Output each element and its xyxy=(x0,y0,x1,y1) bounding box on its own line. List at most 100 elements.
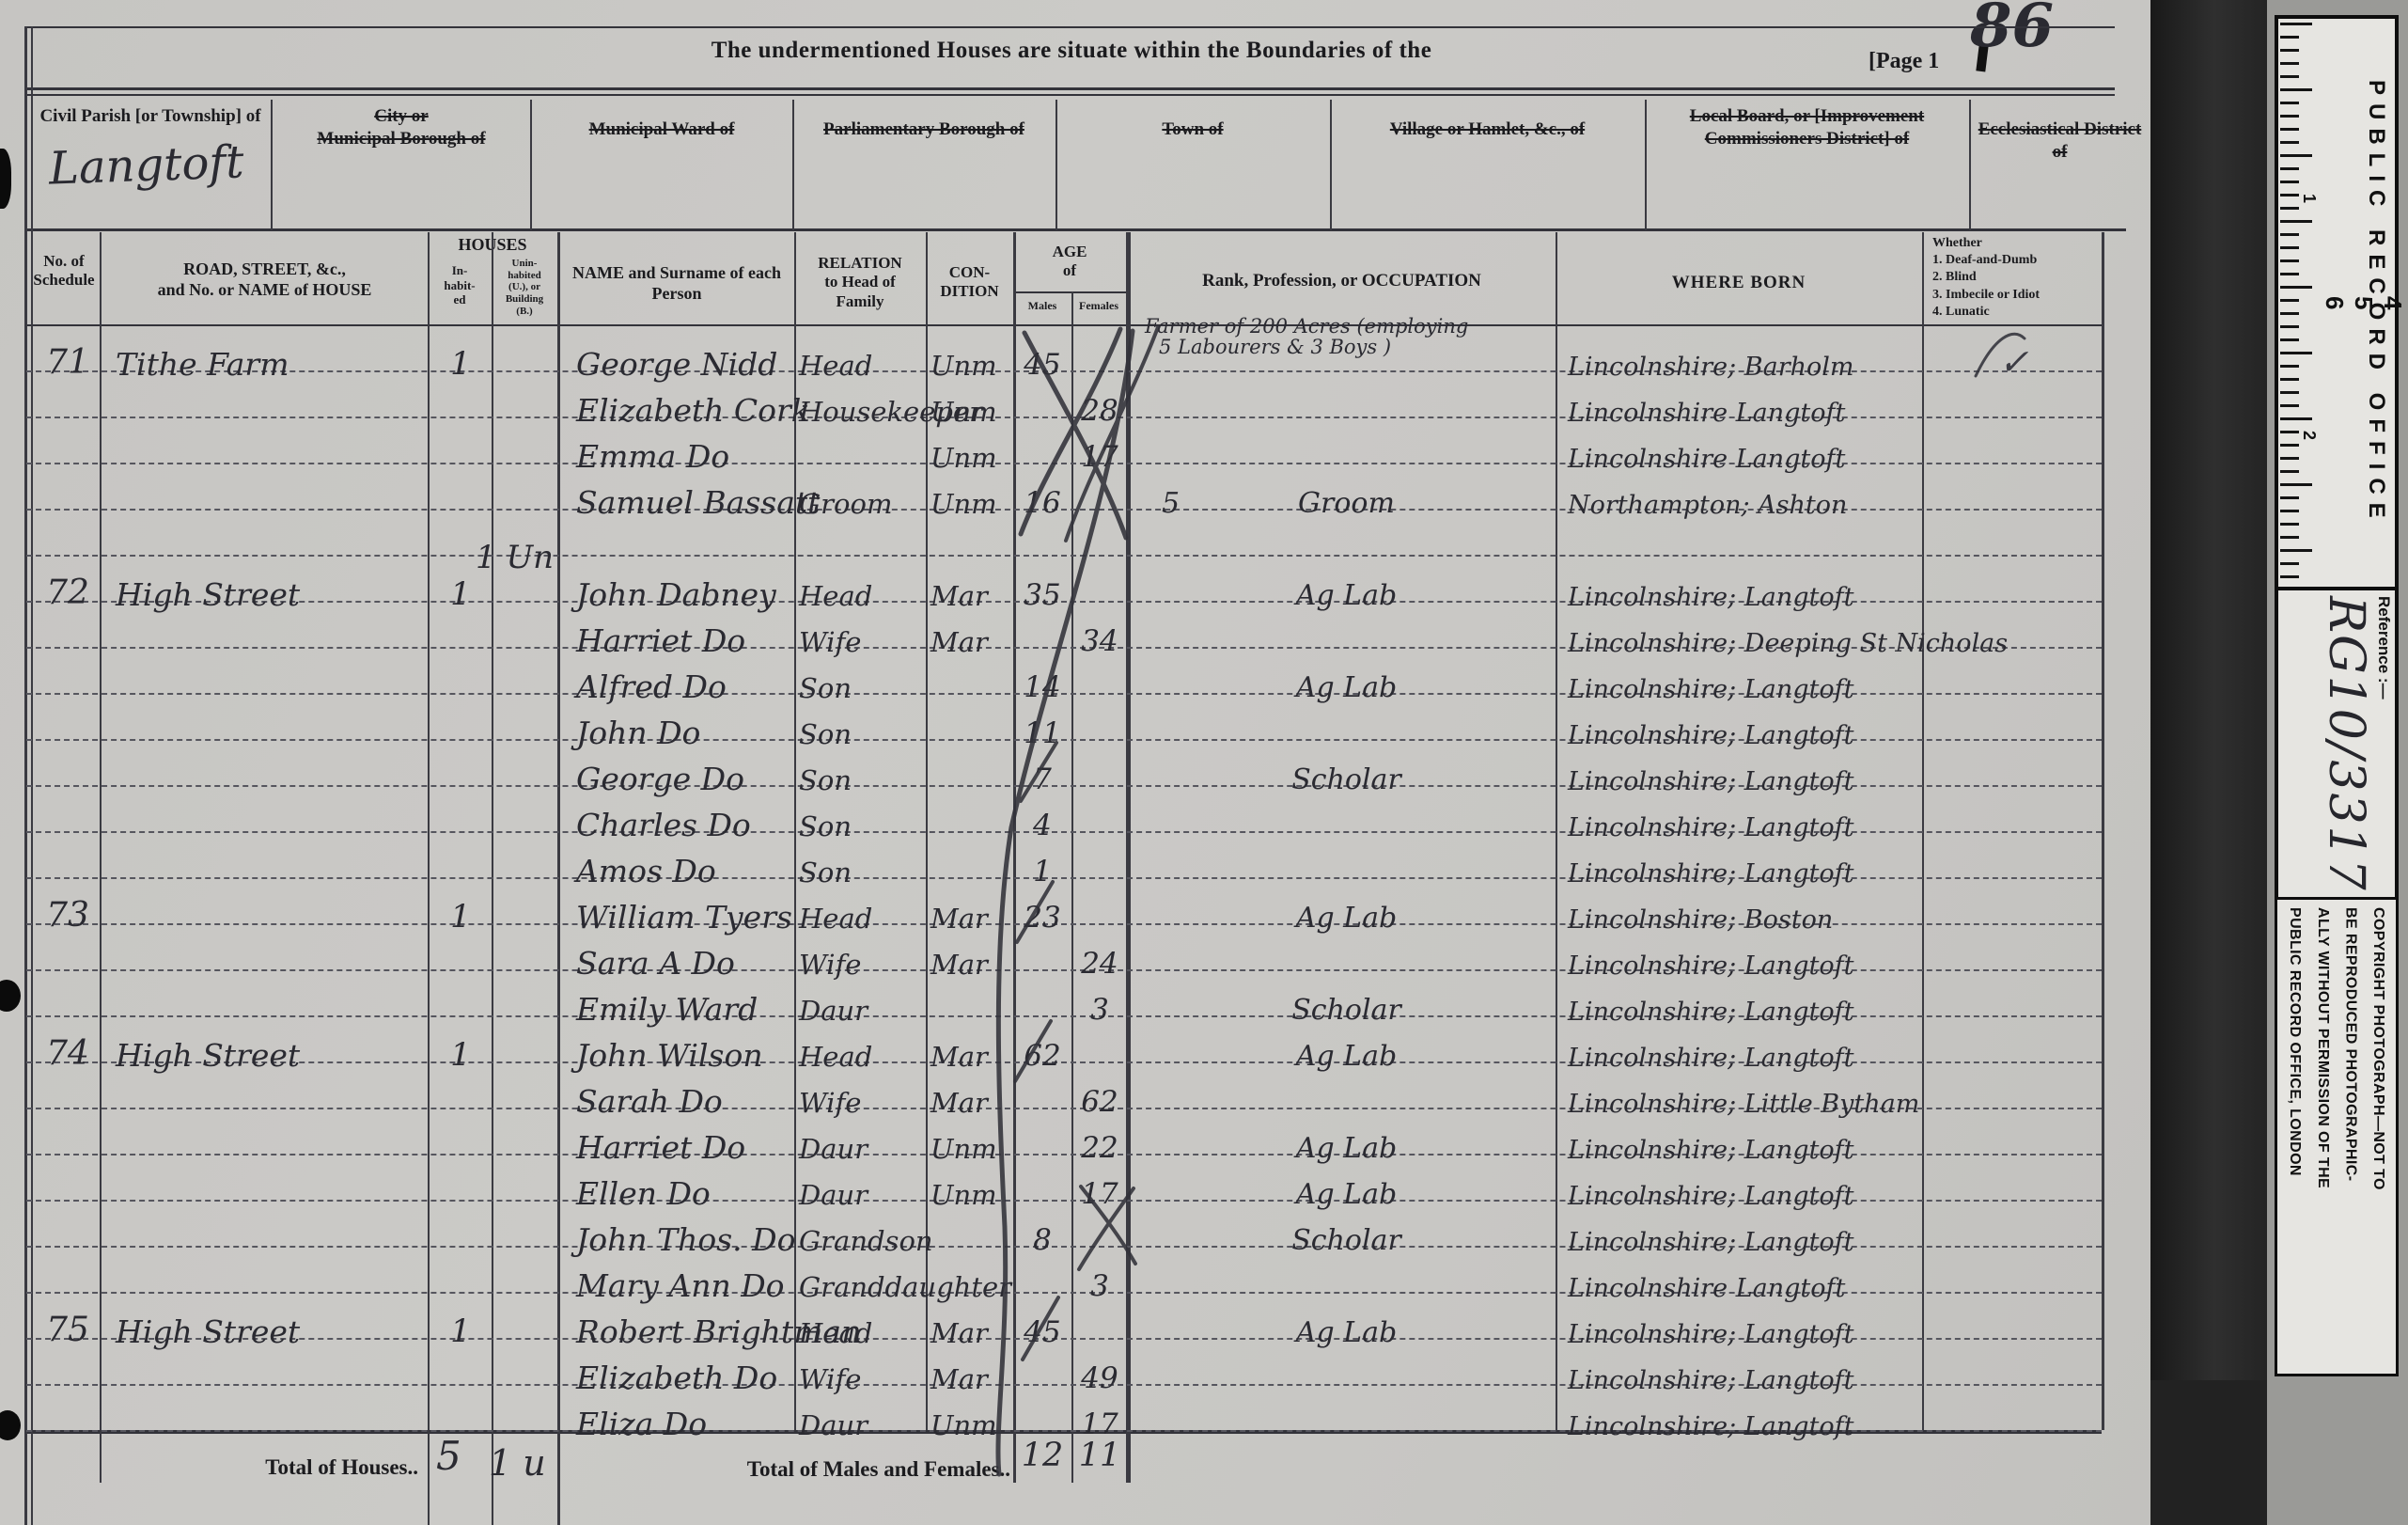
rule-geo-bottom xyxy=(26,228,2126,231)
schedule-number: 71 xyxy=(46,343,89,382)
condition: Unm xyxy=(930,1179,997,1211)
condition: Unm xyxy=(930,1133,997,1165)
relation-to-head: Housekeeper xyxy=(799,396,982,428)
edge-blob xyxy=(0,149,11,209)
ruler-inch-1: 1 xyxy=(2300,194,2319,204)
census-row-4: Samuel Bassatt Groom Unm 16 5 Groom Northampto… xyxy=(26,463,2102,518)
street-name: High Street xyxy=(116,1037,301,1074)
relation-to-head: Groom xyxy=(799,488,893,520)
header-parliamentary-borough: Parliamentary Borough of xyxy=(823,119,1024,139)
census-row-17: Sarah Do Wife Mar 62 Lincolnshire; Little By… xyxy=(26,1061,2102,1117)
header-municipal-ward: Municipal Ward of xyxy=(588,119,735,139)
total-males-value: 12 xyxy=(1021,1437,1064,1474)
census-row-21: Mary Ann Do Granddaughter 3 Lincolnshire La… xyxy=(26,1246,2102,1301)
census-row-22: 75 High Street 1 Robert Brightman Head Mar 45 A… xyxy=(26,1292,2102,1347)
where-born: Lincolnshire; Langtoft xyxy=(1568,767,1854,796)
colhead-condition: CON- DITION xyxy=(940,263,999,301)
census-row-1: 71 Tithe Farm 1 George Nidd Head Unm 45 Farmer … xyxy=(26,317,2102,380)
relation-to-head: Son xyxy=(799,764,852,796)
colhead-occupation: Rank, Profession, or OCCUPATION xyxy=(1202,271,1481,291)
schedule-number: 73 xyxy=(46,896,89,935)
condition: Mar xyxy=(930,580,988,612)
where-born: Lincolnshire; Boston xyxy=(1568,905,1834,935)
houses-inhabited: 1 xyxy=(450,1313,471,1350)
ruler-number-6: 6 xyxy=(2321,295,2349,310)
where-born: Lincolnshire; Langtoft xyxy=(1568,1044,1854,1073)
condition: Unm xyxy=(930,488,997,520)
condition: Unm xyxy=(930,350,997,382)
relation-to-head: Son xyxy=(799,718,852,750)
houses-inhabited: 1 xyxy=(450,898,471,935)
relation-to-head: Grandson xyxy=(799,1225,933,1257)
census-row-15: Emily Ward Daur 3 Scholar Lincolnshire; Lang… xyxy=(26,969,2102,1025)
census-row-5: 1 Un xyxy=(26,509,2102,574)
colhead-inhabited: In- habit- ed xyxy=(444,263,476,307)
person-name: Alfred Do xyxy=(576,668,727,705)
condition: Mar xyxy=(930,626,988,658)
census-row-9: John Do Son 11 Lincolnshire; Langtoft xyxy=(26,693,2102,748)
relation-to-head: Daur xyxy=(799,1409,868,1441)
header-town: Town of xyxy=(1162,119,1224,139)
copyright-notice-box: COPYRIGHT PHOTOGRAPH—NOT TO BE REPRODUCE… xyxy=(2275,897,2399,1376)
copyright-line: PUBLIC RECORD OFFICE, LONDON xyxy=(2287,907,2304,1176)
total-houses-value: 5 xyxy=(436,1433,461,1479)
person-name: Harriet Do xyxy=(576,622,746,659)
rule-top xyxy=(26,26,2115,28)
where-born: Lincolnshire Langtoft xyxy=(1568,399,1846,428)
colhead-street: ROAD, STREET, &c., and No. or NAME of HO… xyxy=(157,259,372,299)
occupation: Ag Lab xyxy=(1295,579,1398,612)
total-houses-label: Total of Houses.. xyxy=(265,1455,418,1479)
person-name: Robert Brightman xyxy=(576,1313,862,1350)
census-row-24: Eliza Do Daur Unm 17 Lincolnshire; Langtoft xyxy=(26,1384,2102,1439)
census-row-20: John Thos. Do Grandson 8 Scholar Lincolnshir… xyxy=(26,1200,2102,1255)
copyright-line: COPYRIGHT PHOTOGRAPH—NOT TO xyxy=(2370,907,2386,1190)
colhead-schedule: No. of Schedule xyxy=(33,252,95,290)
relation-to-head: Daur xyxy=(799,995,868,1027)
condition: Mar xyxy=(930,1087,988,1119)
where-born: Lincolnshire; Langtoft xyxy=(1568,813,1854,842)
condition: Unm xyxy=(930,1409,997,1441)
person-name: George Do xyxy=(576,761,745,797)
relation-to-head: Son xyxy=(799,810,852,842)
total-females-value: 11 xyxy=(1078,1437,1121,1474)
colhead-relation: RELATION to Head of Family xyxy=(818,254,902,310)
occupation-line2: 5 Labourers & 3 Boys ) xyxy=(1159,336,1392,358)
occupation: Ag Lab xyxy=(1295,902,1398,935)
census-row-16: 74 High Street 1 John Wilson Head Mar 62 Ag Lab… xyxy=(26,1015,2102,1071)
form-title: The undermentioned Houses are situate wi… xyxy=(711,38,1432,63)
houses-inhabited: 1 xyxy=(450,345,471,383)
occupation: Farmer of 200 Acres (employing xyxy=(1145,315,1469,338)
census-form-paper: The undermentioned Houses are situate wi… xyxy=(0,0,2150,1525)
condition: Mar xyxy=(930,1363,988,1395)
person-name: Sara A Do xyxy=(576,945,735,982)
person-name: Elizabeth Cork xyxy=(576,392,810,429)
person-name: Elizabeth Do xyxy=(576,1360,778,1396)
census-row-23: Elizabeth Do Wife Mar 49 Lincolnshire; Langt… xyxy=(26,1338,2102,1393)
person-name: Charles Do xyxy=(576,807,751,843)
reference-number-handwritten: RG10/3317 xyxy=(2318,596,2374,892)
person-name: George Nidd xyxy=(576,346,778,383)
houses-inhabited: 1 xyxy=(450,1036,471,1074)
reference-box: Reference :— RG10/3317 xyxy=(2275,587,2399,901)
houses-inhabited: 1 xyxy=(450,575,471,613)
total-uninhabited-value: 1 u xyxy=(489,1442,546,1484)
rule-col-schedule xyxy=(100,232,102,1483)
rule-geo-6 xyxy=(1645,100,1647,230)
person-name: Emma Do xyxy=(576,438,730,475)
census-row-11: Charles Do Son 4 Lincolnshire; Langtoft xyxy=(26,785,2102,841)
person-name: John Wilson xyxy=(576,1037,763,1074)
where-born: Lincolnshire; Langtoft xyxy=(1568,583,1854,612)
colhead-uninhabited: Unin- habited (U.), or Building (B.) xyxy=(505,258,544,317)
street-name: Tithe Farm xyxy=(116,346,289,383)
rule-left-edge-a xyxy=(24,26,27,1525)
header-city-borough: City or Municipal Borough of xyxy=(317,106,486,149)
where-born: Northampton; Ashton xyxy=(1568,491,1848,520)
where-born: Lincolnshire; Langtoft xyxy=(1568,1136,1854,1165)
public-record-office-label: PUBLIC RECORD OFFICE xyxy=(2364,79,2389,527)
punch-hole-bottom xyxy=(0,1410,21,1440)
condition: Mar xyxy=(930,949,988,981)
occupation-prefix: 5 xyxy=(1162,487,1181,520)
census-row-8: Alfred Do Son 14 Ag Lab Lincolnshire; Langto… xyxy=(26,647,2102,702)
rule-title-a xyxy=(26,87,2115,90)
street-name: High Street xyxy=(116,576,301,613)
